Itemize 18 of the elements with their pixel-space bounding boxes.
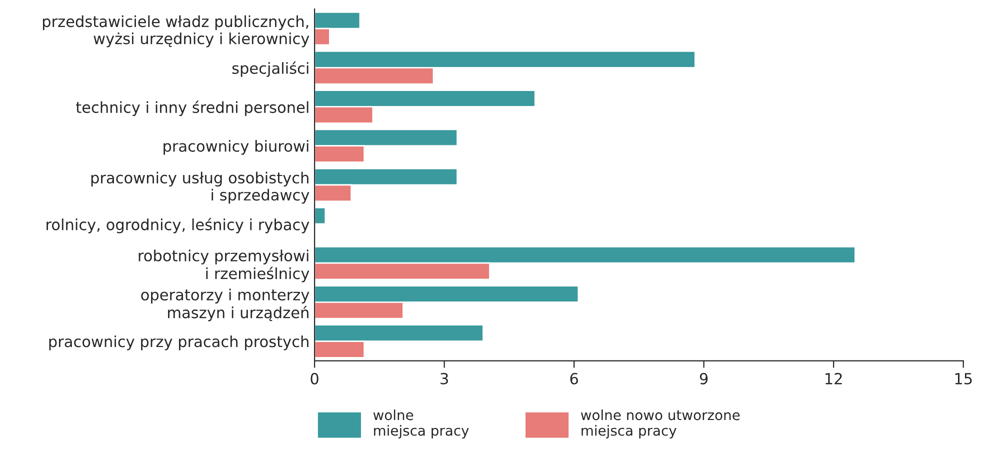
x-tick-label: 15 <box>955 373 972 384</box>
y-tick-label: technicy i inny średni personel <box>76 100 308 116</box>
y-tick-label: pracownicy przy pracach prostych <box>49 335 308 350</box>
x-tick-label: 6 <box>570 372 578 384</box>
legend-label: wolne miejsca pracy <box>373 409 469 438</box>
y-tick-label: rolnicy, ogrodnicy, leśnicy i rybacy <box>46 218 310 234</box>
y-tick-label: robotnicy przemysłowi i rzemieślnicy <box>138 250 310 282</box>
y-tick-label: specjaliści <box>232 62 308 77</box>
y-tick-label: pracownicy usług osobistych i sprzedawcy <box>91 172 310 204</box>
x-tick-label: 0 <box>310 372 318 384</box>
x-tick-label: 9 <box>700 372 708 384</box>
x-tick-label: 3 <box>440 372 448 384</box>
y-tick-label: pracownicy biurowi <box>164 140 308 155</box>
legend-label: wolne nowo utworzone miejsca pracy <box>580 409 740 438</box>
y-tick-label: przedstawiciele władz publicznych, wyżsi urzędnicy i kierownicy <box>42 15 310 48</box>
x-tick-label: 12 <box>826 372 842 384</box>
y-tick-label: operatorzy i monterzy maszyn i urządzeń <box>141 288 310 322</box>
bar <box>314 206 326 225</box>
